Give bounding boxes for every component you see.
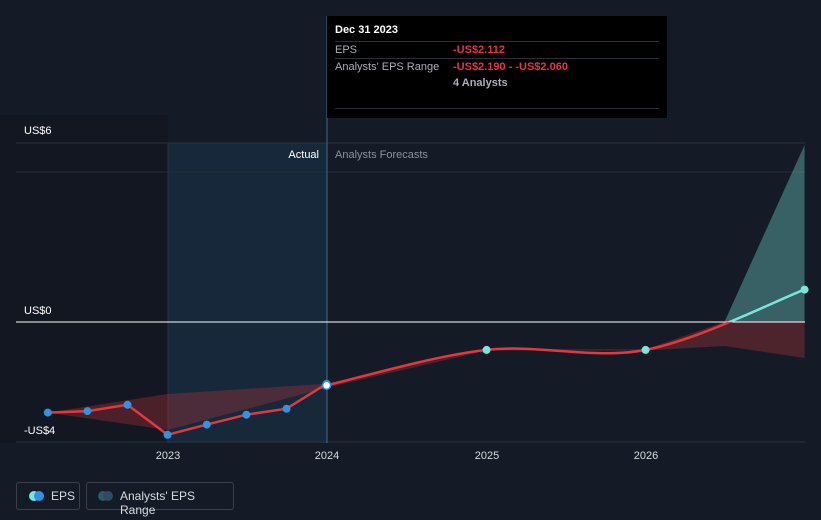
- eps-forecast-point[interactable]: [641, 345, 650, 354]
- tooltip-eps-row: EPS -US$2.112: [335, 41, 659, 59]
- tooltip-range-value: -US$2.190 - -US$2.060: [453, 61, 568, 73]
- eps-line-layer: [47, 288, 806, 437]
- range-legend-dot-actual: [103, 491, 113, 501]
- eps-range-band-negative: [47, 322, 805, 430]
- eps-forecast-point[interactable]: [321, 380, 332, 391]
- eps-actual-point[interactable]: [83, 407, 92, 416]
- tooltip-analysts-row: 4 Analysts: [335, 75, 659, 92]
- history-shade: [0, 115, 168, 443]
- legend-range-button[interactable]: Analysts' EPS Range: [86, 482, 234, 517]
- y-tick-bottom: -US$4: [24, 425, 55, 437]
- region-label-forecast: Analysts Forecasts: [335, 149, 428, 161]
- tooltip-eps-value: -US$2.112: [453, 44, 505, 56]
- eps-actual-point[interactable]: [163, 430, 172, 439]
- x-tick-2024: 2024: [315, 450, 339, 462]
- eps-forecast-point[interactable]: [800, 285, 809, 294]
- tooltip-eps-label: EPS: [335, 44, 358, 56]
- tooltip-date: Dec 31 2023: [335, 24, 398, 36]
- x-tick-2026: 2026: [634, 450, 658, 462]
- eps-tooltip: Dec 31 2023 EPS -US$2.112 Analysts' EPS …: [327, 16, 667, 118]
- eps-range-layer: [47, 145, 805, 430]
- legend-range-label: Analysts' EPS Range: [120, 489, 195, 517]
- eps-legend-dot-actual: [34, 491, 44, 501]
- eps-actual-point[interactable]: [43, 408, 52, 417]
- tooltip-range-label: Analysts' EPS Range: [335, 61, 440, 73]
- eps-forecast-line-positive: [726, 288, 806, 322]
- y-tick-top: US$6: [24, 125, 52, 137]
- eps-dot-layer: [43, 285, 809, 439]
- actual-shade: [168, 143, 327, 443]
- eps-forecast-point[interactable]: [482, 345, 491, 354]
- eps-forecast-line-negative: [326, 322, 733, 387]
- x-tick-2025: 2025: [475, 450, 499, 462]
- eps-actual-point[interactable]: [123, 400, 132, 409]
- eps-actual-point[interactable]: [242, 410, 251, 419]
- tooltip-range-row: Analysts' EPS Range -US$2.190 - -US$2.06…: [335, 58, 659, 76]
- tooltip-analysts-count: 4 Analysts: [453, 77, 508, 89]
- legend-eps-button[interactable]: EPS: [16, 482, 80, 510]
- y-tick-zero: US$0: [24, 305, 52, 317]
- tooltip-divider: [335, 108, 659, 109]
- eps-range-band-positive: [724, 145, 805, 322]
- eps-actual-line: [47, 382, 328, 437]
- region-label-actual: Actual: [288, 149, 319, 161]
- legend-eps-label: EPS: [51, 489, 76, 503]
- x-tick-2023: 2023: [156, 450, 180, 462]
- eps-actual-point[interactable]: [202, 420, 211, 429]
- eps-actual-point[interactable]: [282, 404, 291, 413]
